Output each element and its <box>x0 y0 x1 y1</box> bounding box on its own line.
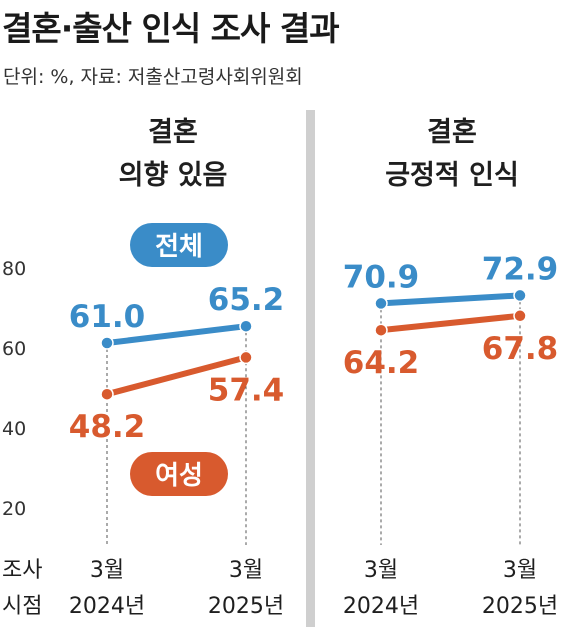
panel1-total-label-0: 61.0 <box>69 299 146 335</box>
panel1-total-label-1: 65.2 <box>208 282 285 318</box>
legend-female-label: 여성 <box>155 461 203 491</box>
panel2-x-tick-0-month: 3월 <box>364 558 398 583</box>
panel2-x-tick-1-month: 3월 <box>503 558 537 583</box>
panel1-female-label-0: 48.2 <box>69 409 146 445</box>
legend-total: 전체 <box>130 223 228 267</box>
legend-total-pill <box>130 223 228 267</box>
panel1-x-tick-0-month: 3월 <box>90 558 124 583</box>
panel2-title-line1: 결혼 <box>427 117 477 148</box>
panel1-female-label-1: 57.4 <box>208 372 285 408</box>
panel-divider <box>306 110 315 627</box>
y-tick-60: 60 <box>2 338 26 360</box>
panel2-female-point-1 <box>513 309 527 323</box>
panel2-female-label-1: 67.8 <box>482 331 559 367</box>
panel1-x-tick-1-month: 3월 <box>229 558 263 583</box>
panel2-total-point-0 <box>374 296 388 311</box>
y-tick-20: 20 <box>2 498 26 520</box>
panel2-title-line2: 긍정적 인식 <box>385 160 519 191</box>
panel1-title-line1: 결혼 <box>148 117 198 148</box>
legend-female-pill <box>130 452 228 496</box>
panel2-female-line <box>378 312 523 334</box>
y-tick-40: 40 <box>2 418 26 440</box>
panel2-total-point-1 <box>513 288 527 303</box>
legend-total-label: 전체 <box>155 232 203 262</box>
x-axis-label-line1: 조사 <box>2 558 42 583</box>
panel2-female-point-0 <box>374 323 388 337</box>
panel1-x-tick-0-year: 2024년 <box>69 594 145 619</box>
chart-title: 결혼·출산 인식 조사 결과 <box>2 9 340 48</box>
panel1-total-point-0 <box>100 336 114 350</box>
y-tick-80: 80 <box>2 258 26 280</box>
panel1-female-point-0 <box>100 387 114 401</box>
panel1-total-point-1 <box>239 319 253 333</box>
panel1-x-tick-1-year: 2025년 <box>208 594 284 619</box>
panel2-x-tick-1-year: 2025년 <box>482 594 558 619</box>
panel2-female-label-0: 64.2 <box>343 345 420 381</box>
unit-source-note: 단위: %, 자료: 저출산고령사회위원회 <box>3 66 303 88</box>
panel2-total-label-1: 72.9 <box>482 251 559 287</box>
x-axis-label-line2: 시점 <box>2 594 42 619</box>
panel1-title-line2: 의향 있음 <box>119 160 228 191</box>
panel1-female-line <box>104 354 249 398</box>
panel1-total-line <box>104 323 249 346</box>
panel1-female-point-1 <box>239 350 253 365</box>
panel2-x-tick-0-year: 2024년 <box>343 594 419 619</box>
legend-female: 여성 <box>130 452 228 496</box>
panel2-total-label-0: 70.9 <box>343 259 420 295</box>
panel2-total-line <box>378 292 523 307</box>
